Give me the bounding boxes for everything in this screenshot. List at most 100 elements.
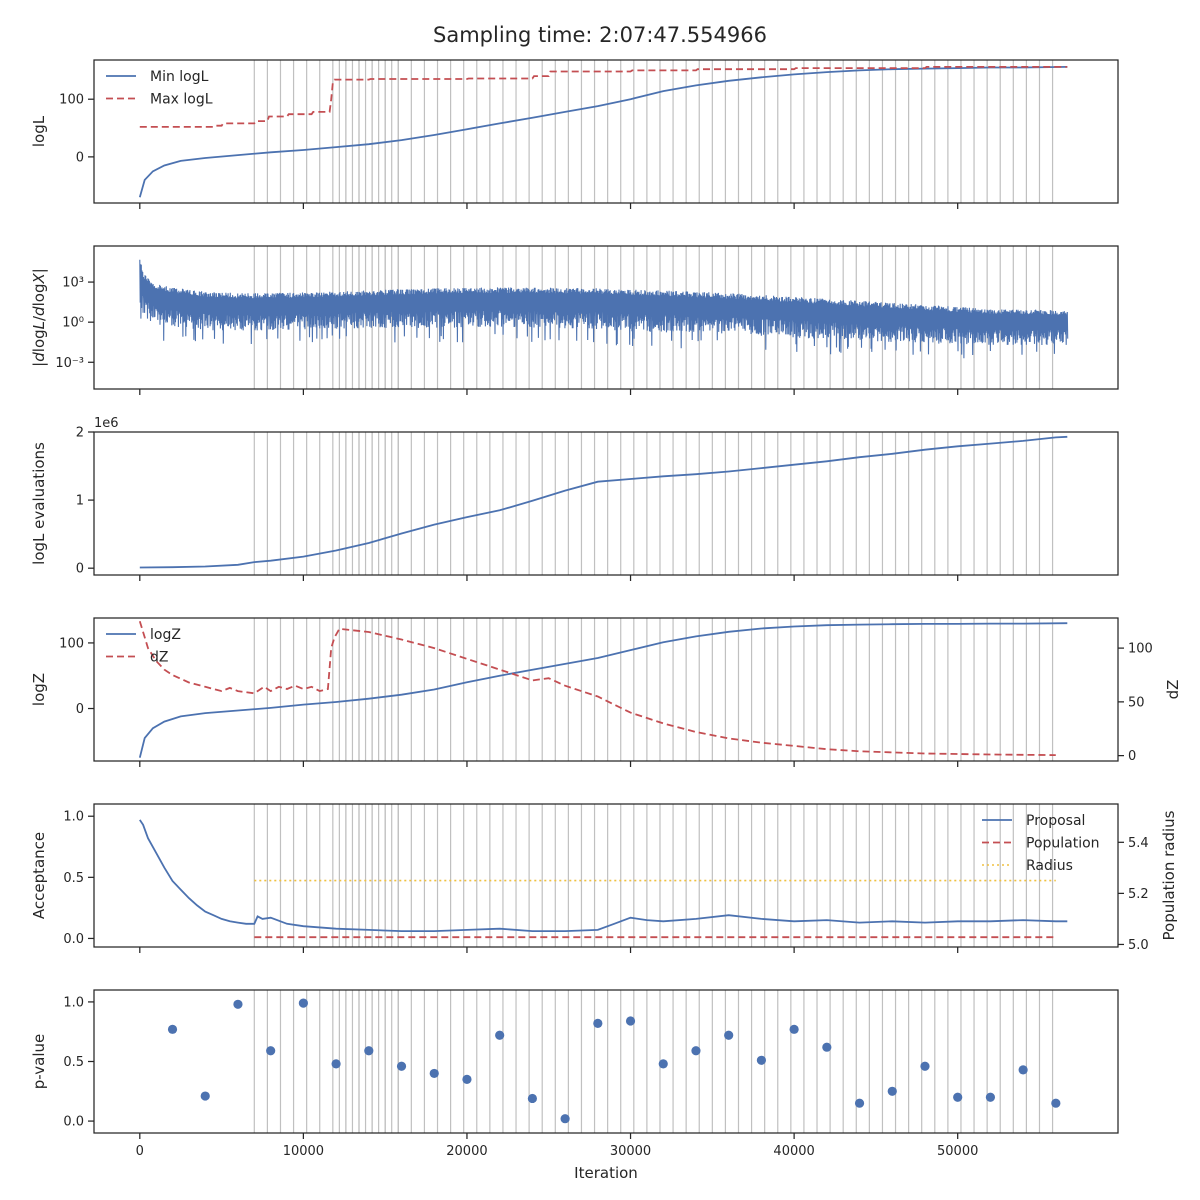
data-point [233, 999, 243, 1009]
y-tick-label-right: 100 [1128, 642, 1153, 657]
y-axis-label: Acceptance [30, 832, 48, 919]
legend-label: logZ [150, 627, 181, 643]
x-tick-label: 50000 [937, 1144, 978, 1159]
data-point [658, 1059, 668, 1069]
y-tick-label-right: 0 [1128, 749, 1136, 764]
y-axis-label: p-value [30, 1034, 48, 1090]
series-group [139, 819, 1068, 939]
data-point [985, 1092, 996, 1102]
data-point [822, 1042, 832, 1052]
y-axis-label-right: Population radius [1160, 810, 1178, 940]
y-tick-label: 100 [59, 93, 84, 108]
series-group [139, 259, 1069, 359]
iteration-lines [253, 804, 1054, 947]
x-tick-label: 20000 [446, 1144, 487, 1159]
axes-frame [93, 989, 1119, 1134]
series-line [139, 435, 1068, 569]
y-tick-label: 0 [76, 702, 84, 717]
series-group [167, 998, 1061, 1124]
series-line [138, 620, 1056, 756]
data-point [691, 1046, 701, 1056]
y-tick-label-right: 5.0 [1128, 938, 1149, 953]
y-tick-label: 0.5 [63, 871, 84, 886]
axes-frame [93, 617, 1119, 762]
legend-label: Proposal [1026, 813, 1085, 829]
series-line [138, 622, 1068, 758]
panel-pvalue: 0.0 0.5 1.0 0 10000 20000 30000 40000 50000 p-val… [30, 989, 1119, 1182]
data-point [167, 1024, 178, 1034]
figure-title: Sampling time: 2:07:47.554966 [433, 23, 767, 47]
series-line [139, 819, 1068, 932]
axes-frame [93, 245, 1119, 390]
data-point [887, 1086, 897, 1096]
data-point [429, 1068, 439, 1079]
y-tick-label: 1 [76, 494, 84, 509]
iteration-lines [253, 990, 1054, 1133]
legend-label: Min logL [150, 69, 209, 85]
series-line [139, 66, 1068, 128]
y-tick-label-right: 5.2 [1128, 887, 1149, 902]
x-axis-label: Iteration [574, 1164, 638, 1182]
data-point [495, 1030, 505, 1040]
y-axis-label: logZ [30, 673, 48, 706]
axes-frame [93, 803, 1119, 948]
data-point [331, 1059, 341, 1069]
legend-label: Population [1026, 836, 1100, 852]
panel-evals: 0 1 2 logL evaluations 1e6 [30, 416, 1119, 581]
data-point [756, 1055, 766, 1065]
y-axis-label: logL evaluations [30, 442, 48, 565]
panel-accept: 0.0 0.5 1.0 5.0 5.2 5.4 Acceptance Population r… [30, 803, 1178, 953]
y-axis-label: |dlogL/dlogX| [30, 268, 48, 367]
y-tick-label: 0 [76, 562, 84, 577]
panel-dlogl: 10⁻³ 10⁰ 10³ |dlogL/dlogX| [30, 245, 1119, 395]
y-tick-label: 10⁰ [62, 316, 84, 331]
y-tick-label: 2 [76, 426, 84, 441]
data-point [953, 1092, 963, 1102]
y-tick-label: 0.5 [63, 1055, 84, 1070]
data-point [560, 1114, 570, 1124]
data-point [396, 1061, 407, 1071]
data-point [462, 1074, 472, 1084]
iteration-lines [253, 618, 1054, 761]
iteration-lines [253, 432, 1054, 575]
x-tick-label: 0 [136, 1144, 144, 1159]
axes-frame [93, 431, 1119, 576]
y-axis-label: logL [30, 115, 48, 147]
axis-offset-label: 1e6 [94, 416, 119, 431]
y-tick-label: 10⁻³ [55, 356, 84, 371]
y-tick-label: 0.0 [63, 1115, 84, 1130]
legend-label: dZ [150, 650, 168, 666]
y-tick-label: 0 [76, 150, 84, 165]
axes-frame [93, 59, 1119, 204]
legend-label: Max logL [150, 92, 213, 108]
x-tick-label: 10000 [283, 1144, 324, 1159]
y-axis-label-right: dZ [1164, 680, 1182, 700]
series-line [138, 66, 1068, 198]
y-tick-label: 1.0 [63, 810, 84, 825]
y-tick-label-right: 50 [1128, 695, 1145, 710]
series-group [138, 620, 1068, 758]
data-point [789, 1024, 799, 1034]
y-tick-label: 100 [59, 636, 84, 651]
data-point [625, 1016, 636, 1026]
series-line [139, 259, 1069, 359]
x-tick-label: 40000 [773, 1144, 814, 1159]
data-point [364, 1046, 374, 1056]
data-point [920, 1061, 930, 1071]
legend-label: Radius [1026, 858, 1073, 874]
data-point [298, 998, 308, 1008]
data-point [724, 1030, 734, 1040]
data-point [1018, 1065, 1028, 1075]
data-point [854, 1098, 865, 1108]
panel-logl: 0 100 logL Min logL Max logL [30, 59, 1119, 209]
y-tick-label: 0.0 [63, 932, 84, 947]
series-group [139, 435, 1068, 569]
series-group [138, 66, 1068, 198]
data-point [527, 1093, 537, 1104]
y-tick-label-right: 5.4 [1128, 836, 1149, 851]
data-point [1051, 1098, 1061, 1108]
y-tick-label: 10³ [62, 276, 84, 291]
x-tick-label: 30000 [610, 1144, 651, 1159]
y-tick-label: 1.0 [63, 995, 84, 1010]
